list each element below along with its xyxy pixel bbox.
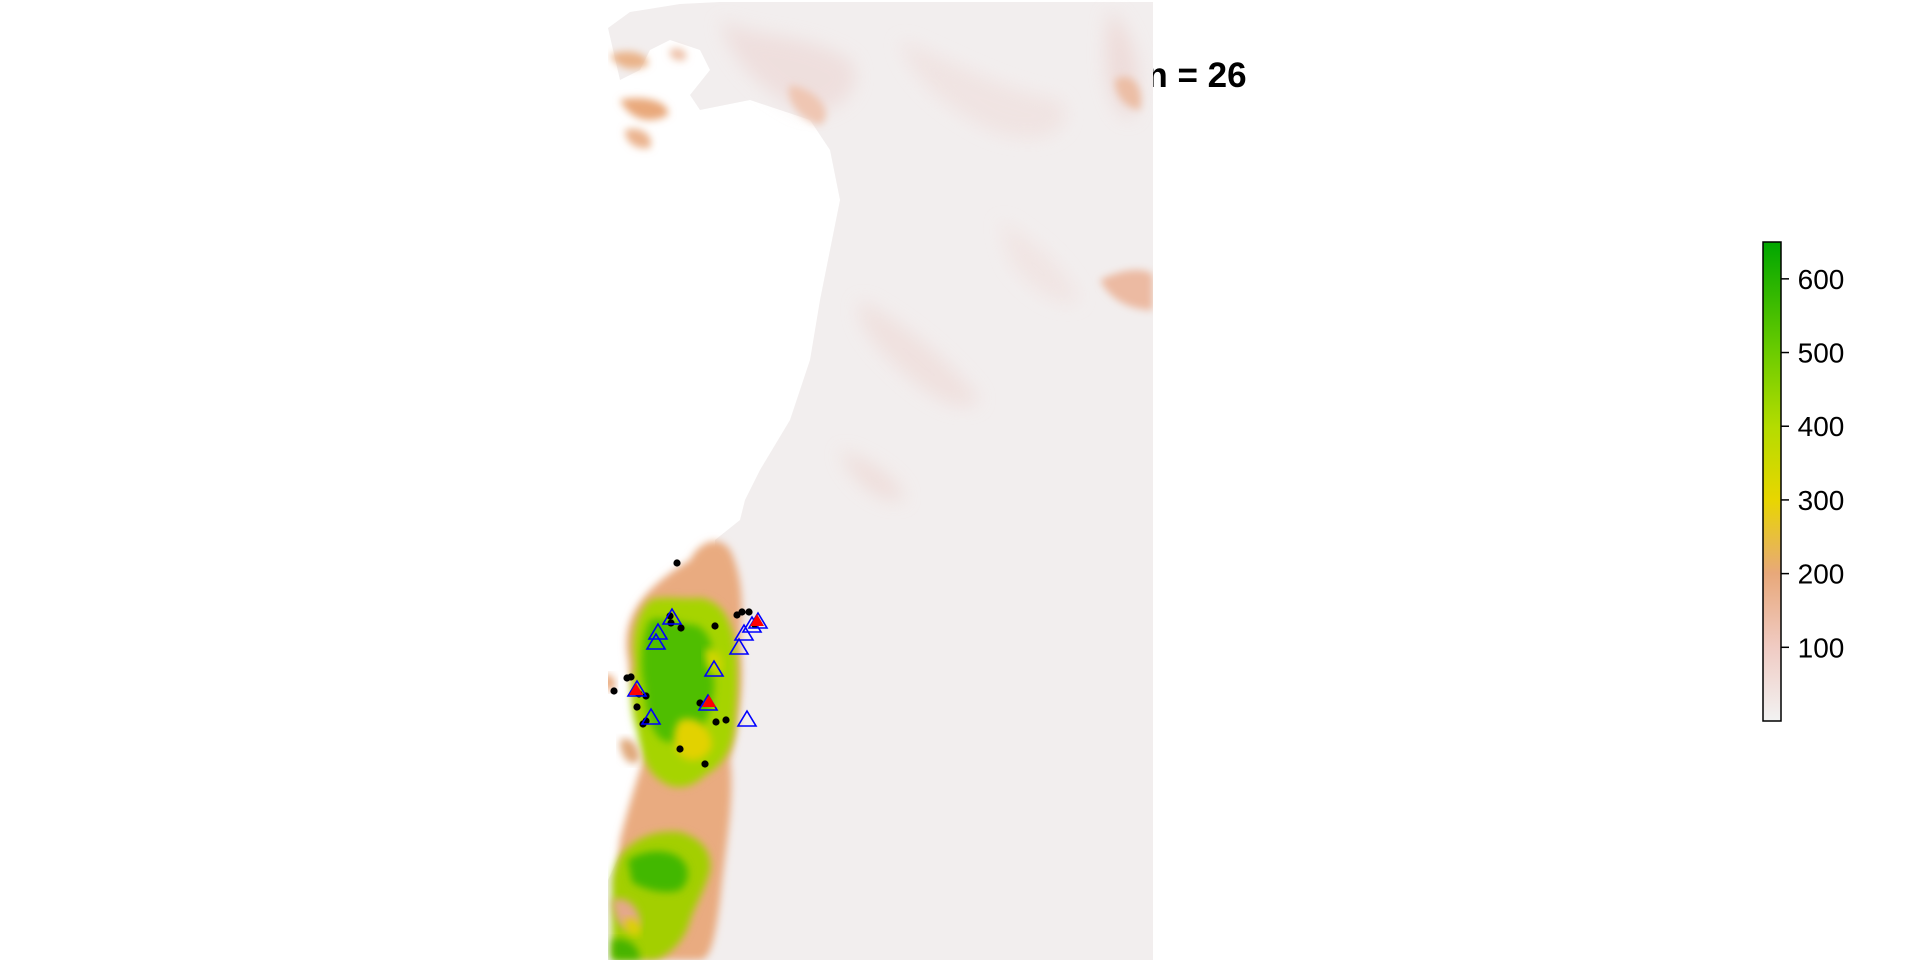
test-point: [626, 679, 648, 697]
test-point: [736, 709, 758, 727]
test-point: [703, 659, 725, 677]
color-legend: 100 200 300 400 500 600: [1762, 241, 1845, 722]
occurrence-point: [610, 687, 618, 695]
occurrence-point: [745, 608, 753, 616]
legend-tick-label: 600: [1798, 264, 1845, 295]
legend-tick-label: 500: [1798, 338, 1845, 369]
test-point: [645, 632, 667, 650]
occurrence-point: [676, 745, 684, 753]
highlight-points: [629, 614, 764, 707]
suitability-raster: [608, 2, 1153, 960]
legend-color-bar: [1762, 241, 1782, 722]
occurrence-point: [738, 608, 746, 616]
highlight-point: [702, 695, 716, 707]
raster-texture: [720, 10, 1139, 501]
legend-tick-label: 400: [1798, 411, 1845, 442]
highlight-point: [629, 683, 643, 695]
occurrence-point: [701, 760, 709, 768]
occurrence-point: [623, 674, 631, 682]
occurrence-point: [722, 716, 730, 724]
occurrence-point: [633, 703, 641, 711]
occurrence-points: [610, 559, 759, 768]
test-point: [647, 622, 669, 640]
occurrence-point: [712, 718, 720, 726]
occurrence-point: [677, 624, 685, 632]
legend-tick-label: 100: [1798, 632, 1845, 663]
legend-tick-label: 300: [1798, 485, 1845, 516]
occurrence-point: [673, 559, 681, 567]
test-point: [661, 607, 683, 625]
test-point: [728, 637, 750, 655]
test-points: [626, 607, 769, 727]
raster-top-orange: [610, 48, 1141, 149]
legend-tick-label: 200: [1798, 559, 1845, 590]
occurrence-point: [667, 619, 675, 627]
occurrence-point: [711, 622, 719, 630]
highlight-point: [750, 614, 764, 626]
test-point: [640, 707, 662, 725]
